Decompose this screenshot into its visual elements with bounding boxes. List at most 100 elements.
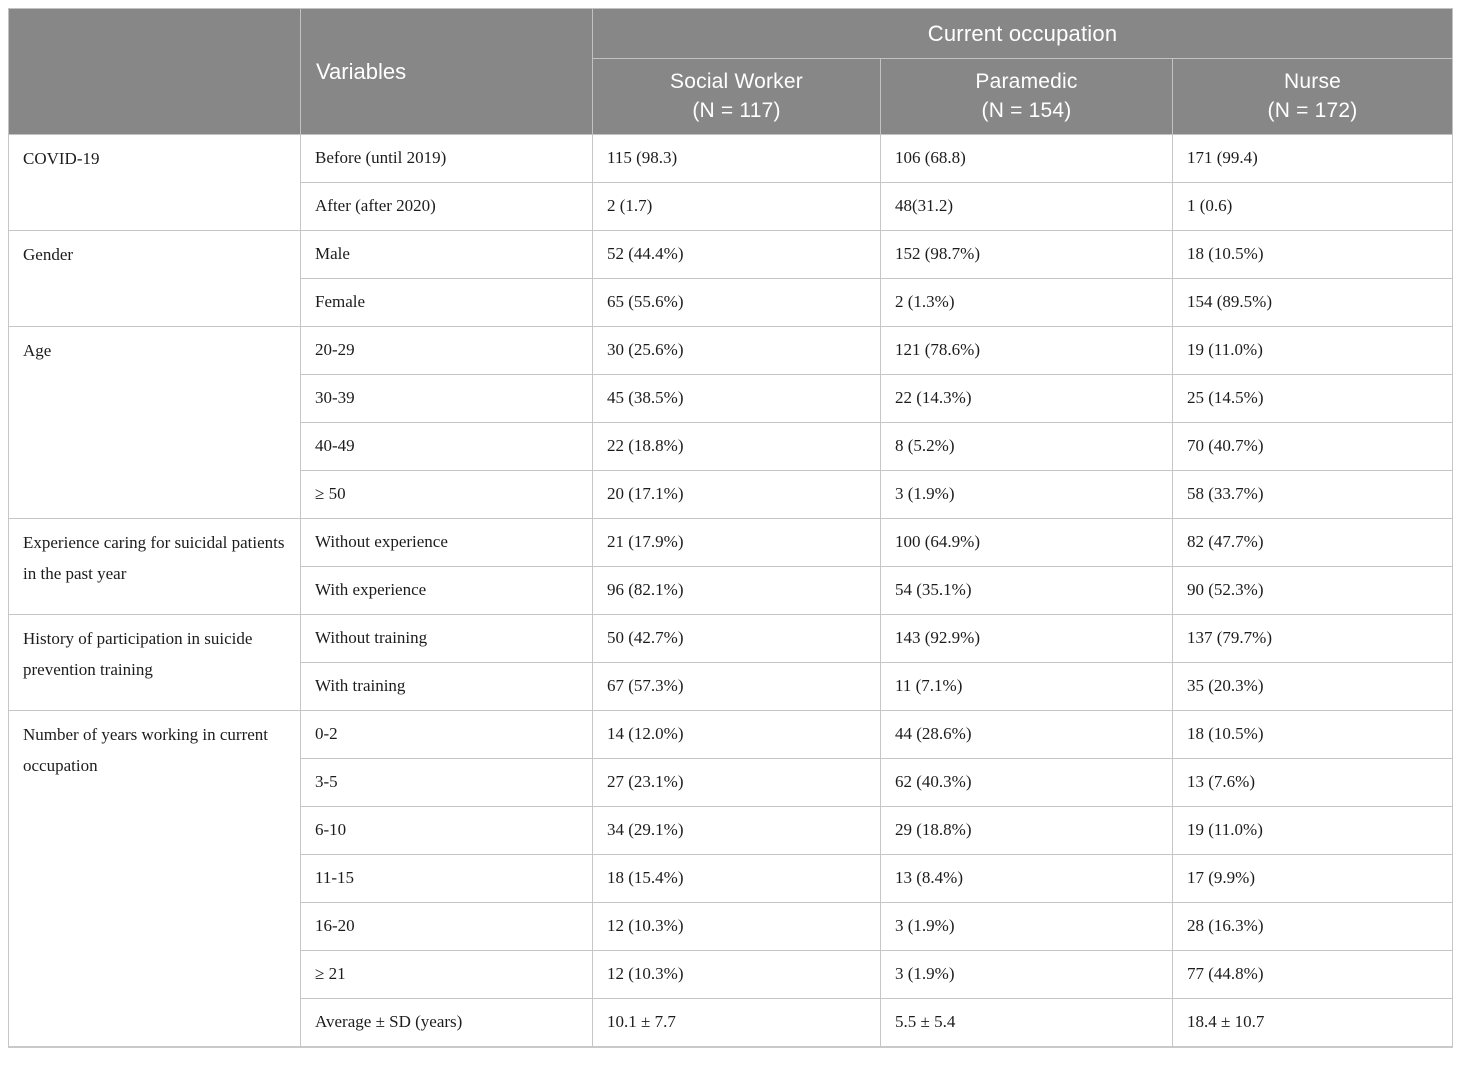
variable-cell: With experience	[300, 566, 593, 615]
category-cell: History of participation in suicide prev…	[8, 614, 301, 711]
category-cell: Experience caring for suicidal patients …	[8, 518, 301, 615]
value-cell: 35 (20.3%)	[1171, 662, 1454, 711]
column-name: Paramedic	[975, 70, 1078, 94]
value-cell: 19 (11.0%)	[1171, 326, 1454, 375]
value-cell: 11 (7.1%)	[880, 662, 1173, 711]
category-cell: COVID-19	[8, 134, 301, 231]
value-cell: 18 (10.5%)	[1171, 230, 1454, 279]
nurse-header-cell: Nurse (N = 172)	[1171, 58, 1454, 135]
column-n-label: (N = 117)	[692, 98, 781, 122]
value-cell: 18 (10.5%)	[1171, 710, 1454, 759]
value-cell: 3 (1.9%)	[880, 950, 1173, 999]
value-cell: 19 (11.0%)	[1171, 806, 1454, 855]
variable-cell: Without training	[300, 614, 593, 663]
value-cell: 12 (10.3%)	[592, 902, 881, 951]
table-row: 40-49 22 (18.8%) 8 (5.2%) 70 (40.7%)	[9, 422, 1454, 471]
value-cell: 1 (0.6)	[1171, 182, 1454, 231]
value-cell: 14 (12.0%)	[592, 710, 881, 759]
table-body: COVID-19 Before (until 2019) 115 (98.3) 106…	[8, 134, 1454, 1047]
value-cell: 65 (55.6%)	[592, 278, 881, 327]
value-cell: 5.5 ± 5.4	[880, 998, 1173, 1047]
corner-header-cell	[8, 8, 301, 135]
value-cell: 22 (18.8%)	[592, 422, 881, 471]
variable-cell: Female	[300, 278, 593, 327]
value-cell: 50 (42.7%)	[592, 614, 881, 663]
value-cell: 12 (10.3%)	[592, 950, 881, 999]
variable-cell: ≥ 50	[300, 470, 593, 519]
occupation-group-header-cell: Current occupation	[591, 8, 1454, 59]
social-worker-header-cell: Social Worker (N = 117)	[592, 58, 881, 135]
column-name: Social Worker	[670, 70, 803, 94]
value-cell: 29 (18.8%)	[880, 806, 1173, 855]
variable-cell: Before (until 2019)	[300, 134, 593, 183]
table-row: ≥ 21 12 (10.3%) 3 (1.9%) 77 (44.8%)	[9, 950, 1454, 999]
value-cell: 70 (40.7%)	[1171, 422, 1454, 471]
value-cell: 77 (44.8%)	[1171, 950, 1454, 999]
variable-cell: 0-2	[300, 710, 593, 759]
table-row: History of participation in suicide prev…	[8, 614, 1454, 711]
table-row: With training 67 (57.3%) 11 (7.1%) 35 (20.3…	[9, 662, 1454, 711]
table-row: 6-10 34 (29.1%) 29 (18.8%) 19 (11.0%)	[9, 806, 1454, 855]
value-cell: 30 (25.6%)	[592, 326, 881, 375]
value-cell: 18 (15.4%)	[592, 854, 881, 903]
category-cell: Age	[8, 326, 301, 519]
variable-cell: Without experience	[300, 518, 593, 567]
value-cell: 48(31.2)	[880, 182, 1173, 231]
table-row: Experience caring for suicidal patients …	[8, 518, 1454, 615]
variable-cell: With training	[300, 662, 593, 711]
variable-cell: Average ± SD (years)	[300, 998, 593, 1047]
value-cell: 90 (52.3%)	[1171, 566, 1454, 615]
value-cell: 13 (8.4%)	[880, 854, 1173, 903]
value-cell: 34 (29.1%)	[592, 806, 881, 855]
variable-cell: Male	[300, 230, 593, 279]
value-cell: 152 (98.7%)	[880, 230, 1173, 279]
value-cell: 44 (28.6%)	[880, 710, 1173, 759]
value-cell: 115 (98.3)	[592, 134, 881, 183]
variables-header-cell: Variables	[300, 8, 593, 135]
value-cell: 2 (1.3%)	[880, 278, 1173, 327]
value-cell: 10.1 ± 7.7	[592, 998, 881, 1047]
value-cell: 3 (1.9%)	[880, 470, 1173, 519]
header-row-top: Variables Current occupation	[8, 8, 1454, 135]
value-cell: 17 (9.9%)	[1171, 854, 1454, 903]
value-cell: 52 (44.4%)	[592, 230, 881, 279]
table-row: Age 20-29 30 (25.6%) 121 (78.6%) 19 (11.0%)	[8, 326, 1454, 519]
table-row: Female 65 (55.6%) 2 (1.3%) 154 (89.5%)	[9, 278, 1454, 327]
value-cell: 45 (38.5%)	[592, 374, 881, 423]
variable-cell: 40-49	[300, 422, 593, 471]
value-cell: 137 (79.7%)	[1171, 614, 1454, 663]
value-cell: 28 (16.3%)	[1171, 902, 1454, 951]
value-cell: 21 (17.9%)	[592, 518, 881, 567]
value-cell: 96 (82.1%)	[592, 566, 881, 615]
value-cell: 67 (57.3%)	[592, 662, 881, 711]
value-cell: 171 (99.4)	[1171, 134, 1454, 183]
table-row: Gender Male 52 (44.4%) 152 (98.7%) 18 (10.5%…	[8, 230, 1454, 327]
paramedic-header-cell: Paramedic (N = 154)	[880, 58, 1173, 135]
value-cell: 62 (40.3%)	[880, 758, 1173, 807]
value-cell: 54 (35.1%)	[880, 566, 1173, 615]
table-row: 30-39 45 (38.5%) 22 (14.3%) 25 (14.5%)	[9, 374, 1454, 423]
value-cell: 25 (14.5%)	[1171, 374, 1454, 423]
value-cell: 82 (47.7%)	[1171, 518, 1454, 567]
variable-cell: After (after 2020)	[300, 182, 593, 231]
table-row: 3-5 27 (23.1%) 62 (40.3%) 13 (7.6%)	[9, 758, 1454, 807]
value-cell: 143 (92.9%)	[880, 614, 1173, 663]
table-row: Number of years working in current occup…	[8, 710, 1454, 1047]
variable-cell: 6-10	[300, 806, 593, 855]
value-cell: 3 (1.9%)	[880, 902, 1173, 951]
variable-cell: 20-29	[300, 326, 593, 375]
variable-cell: 30-39	[300, 374, 593, 423]
value-cell: 8 (5.2%)	[880, 422, 1173, 471]
value-cell: 154 (89.5%)	[1171, 278, 1454, 327]
column-n-label: (N = 172)	[1267, 98, 1358, 122]
value-cell: 2 (1.7)	[592, 182, 881, 231]
value-cell: 58 (33.7%)	[1171, 470, 1454, 519]
value-cell: 27 (23.1%)	[592, 758, 881, 807]
table-row: COVID-19 Before (until 2019) 115 (98.3) 106…	[8, 134, 1454, 231]
value-cell: 18.4 ± 10.7	[1171, 998, 1454, 1047]
table-header: Variables Current occupation Social Work…	[8, 8, 1454, 135]
column-n-label: (N = 154)	[981, 98, 1072, 122]
value-cell: 121 (78.6%)	[880, 326, 1173, 375]
variable-cell: 11-15	[300, 854, 593, 903]
variable-cell: 3-5	[300, 758, 593, 807]
